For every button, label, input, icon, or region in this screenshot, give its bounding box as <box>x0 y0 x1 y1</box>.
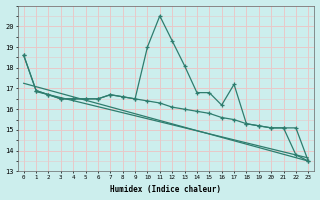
X-axis label: Humidex (Indice chaleur): Humidex (Indice chaleur) <box>110 185 221 194</box>
